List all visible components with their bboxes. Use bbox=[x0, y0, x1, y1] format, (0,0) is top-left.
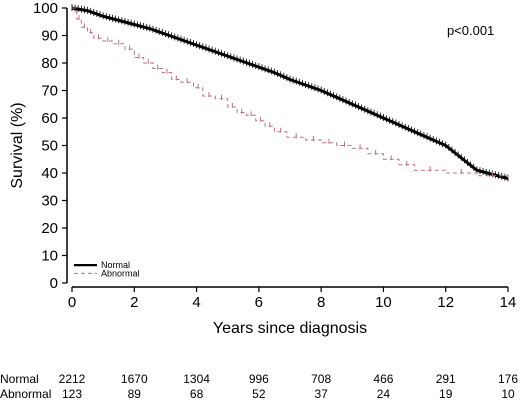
risk-value: 123 bbox=[62, 387, 82, 400]
risk-row-label: Abnormal bbox=[0, 387, 51, 400]
risk-value: 176 bbox=[498, 372, 518, 386]
axes bbox=[66, 8, 508, 288]
series-layer bbox=[71, 4, 509, 182]
x-tick-label: 12 bbox=[437, 294, 454, 311]
y-tick-label: 20 bbox=[41, 220, 58, 237]
risk-value: 291 bbox=[436, 372, 456, 386]
x-tick-label: 8 bbox=[317, 294, 325, 311]
risk-value: 37 bbox=[314, 387, 328, 400]
risk-value: 1304 bbox=[183, 372, 210, 386]
x-tick-label: 0 bbox=[68, 294, 76, 311]
p-value-annotation: p<0.001 bbox=[447, 23, 494, 38]
risk-value: 2212 bbox=[59, 372, 86, 386]
y-tick-label: 100 bbox=[33, 0, 58, 17]
risk-value: 996 bbox=[249, 372, 269, 386]
y-tick-label: 50 bbox=[41, 138, 58, 155]
risk-value: 52 bbox=[252, 387, 266, 400]
y-tick-label: 0 bbox=[50, 275, 58, 292]
legend-label-abnormal: Abnormal bbox=[101, 268, 140, 278]
y-tick-label: 60 bbox=[41, 110, 58, 127]
number-at-risk-table: Normal 2212 1670 1304 996 708 466 291 176 Abnorma… bbox=[0, 372, 518, 400]
x-axis-title: Years since diagnosis bbox=[213, 320, 367, 337]
risk-value: 19 bbox=[439, 387, 453, 400]
x-tick-label: 4 bbox=[192, 294, 200, 311]
x-tick-label: 6 bbox=[255, 294, 263, 311]
risk-value: 89 bbox=[128, 387, 142, 400]
y-tick-label: 10 bbox=[41, 248, 58, 265]
risk-value: 10 bbox=[501, 387, 515, 400]
x-tick-label: 2 bbox=[130, 294, 138, 311]
y-ticks: 0 10 20 30 40 50 60 70 80 90 100 bbox=[33, 0, 67, 292]
y-tick-label: 40 bbox=[41, 165, 58, 182]
x-ticks: 0 2 4 6 8 10 12 14 bbox=[68, 287, 517, 311]
risk-value: 1670 bbox=[121, 372, 148, 386]
y-tick-label: 90 bbox=[41, 28, 58, 45]
x-tick-label: 14 bbox=[500, 294, 517, 311]
risk-value: 68 bbox=[190, 387, 204, 400]
series-line-normal bbox=[71, 6, 509, 180]
y-tick-label: 70 bbox=[41, 83, 58, 100]
risk-value: 24 bbox=[377, 387, 391, 400]
legend: Normal Abnormal bbox=[74, 260, 140, 278]
y-tick-label: 30 bbox=[41, 193, 58, 210]
y-axis-title: Survival (%) bbox=[9, 102, 26, 188]
risk-row-label: Normal bbox=[0, 372, 39, 386]
legend-label-normal: Normal bbox=[101, 260, 130, 270]
risk-value: 466 bbox=[373, 372, 393, 386]
risk-value: 708 bbox=[311, 372, 331, 386]
x-tick-label: 10 bbox=[375, 294, 392, 311]
y-tick-label: 80 bbox=[41, 55, 58, 72]
series-line-abnormal bbox=[72, 7, 509, 179]
